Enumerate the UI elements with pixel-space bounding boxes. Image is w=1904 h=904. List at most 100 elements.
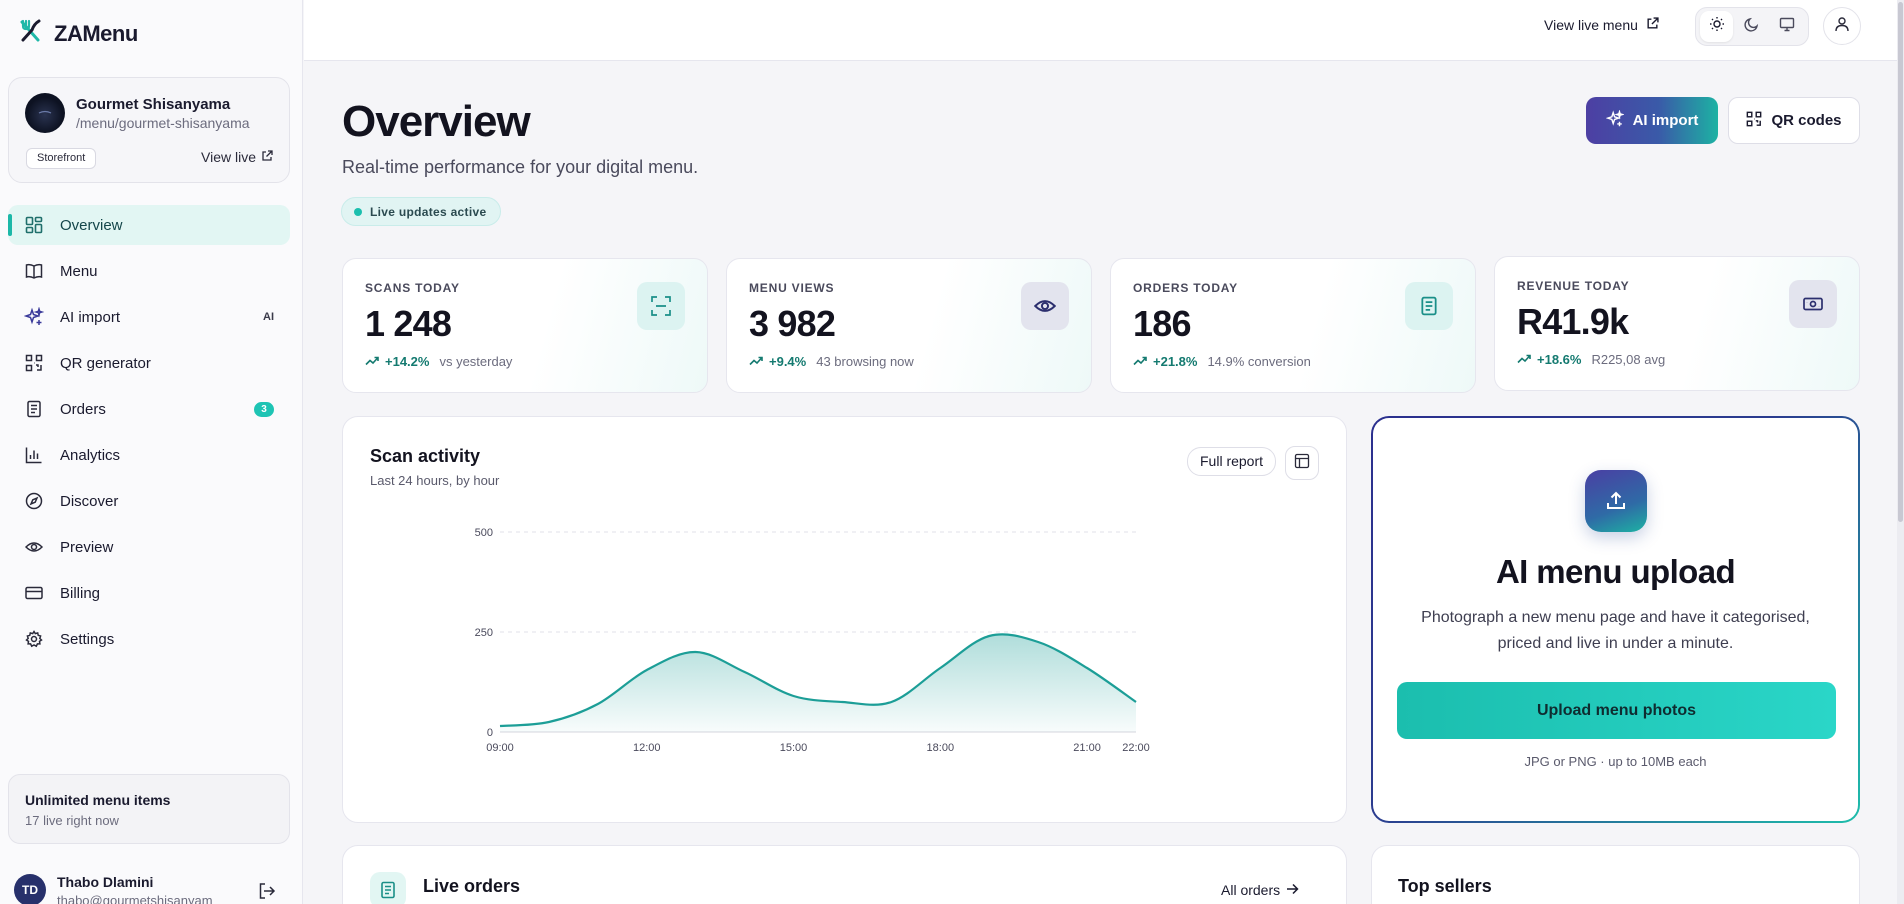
sidebar-item-overview[interactable]: Overview — [8, 205, 290, 245]
ai-tag: AI — [263, 311, 274, 323]
stat-trend: +21.8% 14.9% conversion — [1133, 354, 1311, 369]
all-orders-link[interactable]: All orders — [1221, 882, 1299, 898]
view-live-menu-link[interactable]: View live menu — [1544, 17, 1659, 33]
qr-icon — [24, 353, 44, 373]
plan-subtitle: 17 live right now — [25, 813, 119, 828]
upload-menu-photos-button[interactable]: Upload menu photos — [1397, 682, 1836, 739]
live-status-badge: Live updates active — [341, 197, 502, 226]
x-tick-label: 18:00 — [927, 742, 955, 754]
sidebar-item-orders[interactable]: Orders 3 — [8, 389, 290, 429]
upload-note: JPG or PNG · up to 10MB each — [1524, 754, 1707, 769]
stat-card-scans[interactable]: SCANS TODAY 1 248 +14.2% vs yesterday — [342, 258, 708, 393]
profile-button[interactable] — [1823, 7, 1861, 45]
stat-card-menu-views[interactable]: MENU VIEWS 3 982 +9.4% 43 browsing now — [726, 258, 1092, 393]
y-tick-label: 500 — [475, 527, 493, 539]
sun-icon — [1709, 16, 1725, 37]
stat-note: 14.9% conversion — [1207, 354, 1311, 369]
stat-trend: +9.4% 43 browsing now — [749, 354, 914, 369]
trending-up-icon — [1133, 354, 1147, 369]
stat-card-orders[interactable]: ORDERS TODAY 186 +21.8% 14.9% conversion — [1110, 258, 1476, 393]
stat-note: 43 browsing now — [816, 354, 914, 369]
sparkles-icon — [1605, 108, 1625, 132]
external-link-icon — [1646, 17, 1659, 33]
system-theme-button[interactable] — [1771, 11, 1804, 42]
sidebar-item-preview[interactable]: Preview — [8, 527, 290, 567]
sidebar-nav: Overview Menu AI import AI QR generator … — [8, 205, 290, 665]
eye-icon — [1021, 282, 1069, 330]
x-tick-label: 15:00 — [780, 742, 808, 754]
trending-up-icon — [365, 354, 379, 369]
sidebar-item-menu[interactable]: Menu — [8, 251, 290, 291]
gear-icon — [24, 629, 44, 649]
logout-icon[interactable] — [258, 882, 276, 904]
ai-import-button[interactable]: AI import — [1586, 97, 1718, 144]
dark-theme-button[interactable] — [1735, 11, 1768, 42]
sidebar-item-label: Menu — [60, 262, 98, 280]
utensils-logo-icon — [18, 18, 44, 49]
compass-icon — [24, 491, 44, 511]
scrollbar-thumb[interactable] — [1898, 2, 1903, 522]
all-orders-label: All orders — [1221, 882, 1281, 898]
full-report-button[interactable]: Full report — [1187, 447, 1277, 476]
cash-icon — [1789, 280, 1837, 328]
sidebar-item-settings[interactable]: Settings — [8, 619, 290, 659]
qr-icon — [1746, 111, 1762, 131]
credit-card-icon — [24, 583, 44, 603]
chart-title: Scan activity — [370, 446, 481, 466]
sidebar-item-label: Analytics — [60, 446, 121, 464]
store-view-live-link[interactable]: View live — [201, 149, 273, 165]
external-link-icon — [261, 149, 273, 165]
user-email: thabo@gourmetshisanyam — [57, 893, 213, 904]
grid-icon — [24, 215, 44, 235]
sidebar-item-ai-import[interactable]: AI import AI — [8, 297, 290, 337]
live-status-label: Live updates active — [370, 204, 487, 219]
stat-trend: +18.6% R225,08 avg — [1517, 352, 1665, 367]
brand-name: ZAMenu — [54, 20, 138, 46]
sidebar-item-billing[interactable]: Billing — [8, 573, 290, 613]
sidebar-item-label: Orders — [60, 400, 106, 418]
x-tick-label: 22:00 — [1122, 742, 1150, 754]
topbar: View live menu — [304, 0, 1904, 61]
table-view-button[interactable] — [1285, 446, 1319, 480]
theme-toggle — [1695, 7, 1809, 46]
avatar[interactable]: TD — [14, 874, 46, 904]
x-tick-label: 12:00 — [633, 742, 661, 754]
sidebar-item-discover[interactable]: Discover — [8, 481, 290, 521]
stat-value: R41.9k — [1517, 301, 1629, 342]
live-orders-title: Live orders — [423, 876, 521, 896]
sidebar-item-qr-generator[interactable]: QR generator — [8, 343, 290, 383]
stat-label: REVENUE TODAY — [1517, 279, 1630, 293]
stat-label: ORDERS TODAY — [1133, 281, 1238, 295]
page-title: Overview — [342, 97, 531, 146]
upload-icon — [1585, 470, 1647, 532]
page-subtitle: Real-time performance for your digital m… — [342, 157, 699, 177]
scan-icon — [637, 282, 685, 330]
store-card: Gourmet Shisanyama /menu/gourmet-shisany… — [8, 77, 290, 183]
qr-codes-button[interactable]: QR codes — [1728, 97, 1860, 144]
sidebar: ZAMenu Gourmet Shisanyama /menu/gourmet-… — [0, 0, 303, 904]
stat-label: MENU VIEWS — [749, 281, 835, 295]
monitor-icon — [1779, 16, 1795, 37]
sidebar-item-analytics[interactable]: Analytics — [8, 435, 290, 475]
user-name: Thabo Dlamini — [57, 874, 154, 890]
sidebar-item-label: AI import — [60, 308, 121, 326]
stat-note: vs yesterday — [439, 354, 513, 369]
stat-value: 1 248 — [365, 303, 452, 344]
live-dot — [354, 207, 362, 216]
storefront-badge: Storefront — [26, 148, 97, 169]
ai-upload-inner: AI menu upload Photograph a new menu pag… — [1373, 418, 1858, 821]
ai-upload-card: AI menu upload Photograph a new menu pag… — [1371, 416, 1860, 823]
brand[interactable]: ZAMenu — [18, 18, 138, 49]
top-sellers-title: Top sellers — [1398, 876, 1492, 896]
y-tick-label: 0 — [487, 727, 493, 739]
view-live-menu-label: View live menu — [1544, 17, 1638, 33]
sidebar-item-label: Overview — [60, 216, 123, 234]
stat-value: 3 982 — [749, 303, 836, 344]
sidebar-item-label: QR generator — [60, 354, 151, 372]
chart-area — [500, 634, 1136, 732]
light-theme-button[interactable] — [1700, 11, 1734, 42]
x-tick-label: 09:00 — [486, 742, 514, 754]
stat-label: SCANS TODAY — [365, 281, 460, 295]
trending-up-icon — [1517, 352, 1531, 367]
stat-card-revenue[interactable]: REVENUE TODAY R41.9k +18.6% R225,08 avg — [1494, 256, 1860, 391]
